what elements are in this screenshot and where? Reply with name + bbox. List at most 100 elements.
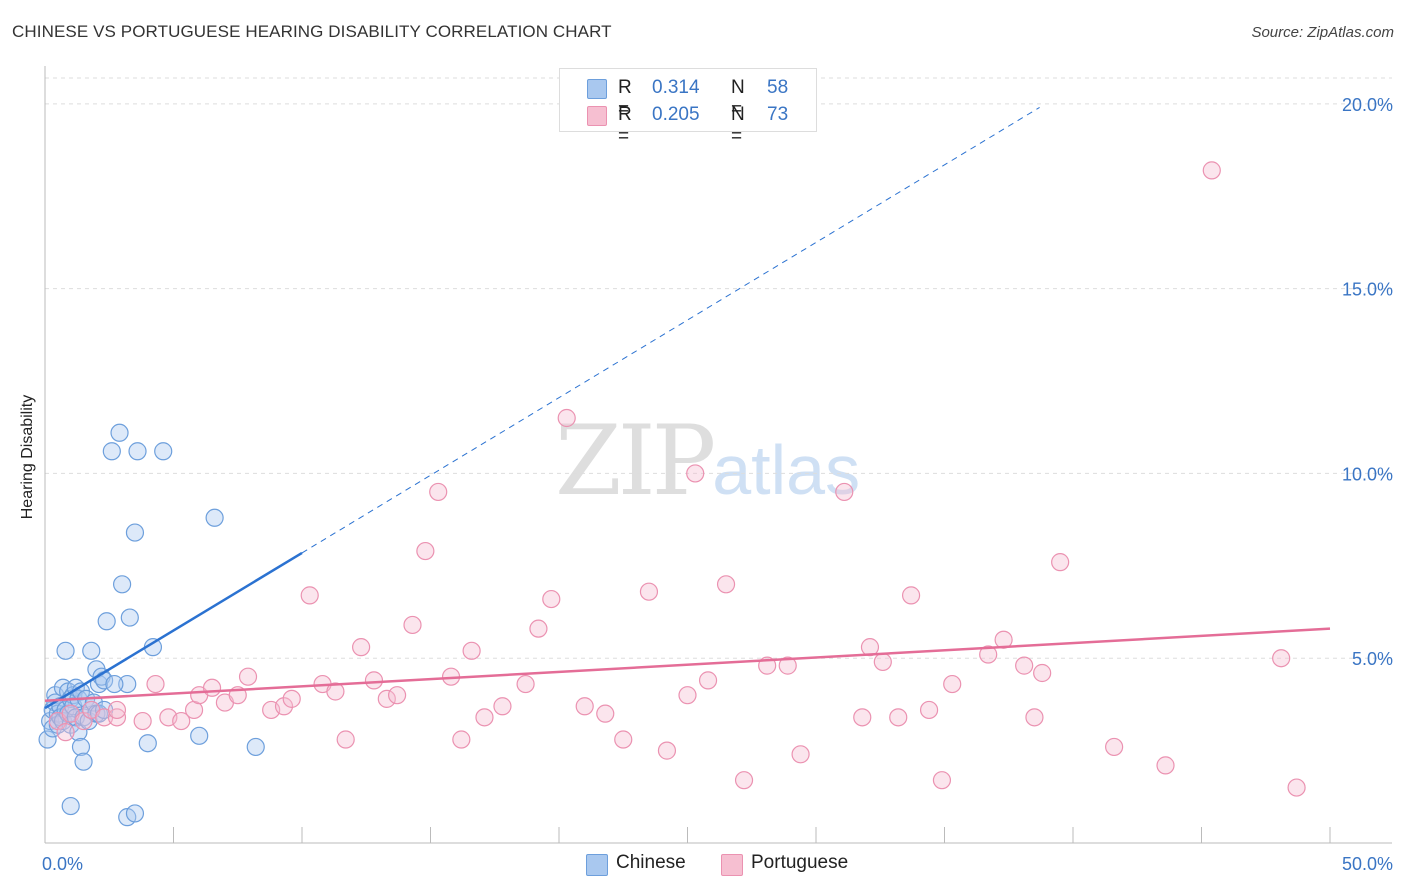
chinese-point <box>128 442 147 461</box>
chinese-point <box>125 804 145 823</box>
portuguese-point <box>678 686 697 705</box>
watermark-zip: ZIP <box>555 405 716 517</box>
portuguese-point <box>557 408 576 428</box>
y-tick-label: 20.0% <box>1342 95 1393 115</box>
portuguese-point <box>300 586 319 605</box>
portuguese-point <box>575 697 594 716</box>
portuguese-point <box>734 771 754 790</box>
portuguese-point <box>377 689 396 708</box>
chinese-point <box>74 752 93 771</box>
chinese-point <box>97 612 116 631</box>
portuguese-trend-line <box>44 627 1331 702</box>
portuguese-point <box>639 582 659 601</box>
portuguese-point <box>403 615 422 635</box>
chinese-point <box>246 737 265 757</box>
chinese-r-label: R = <box>618 77 632 120</box>
portuguese-point <box>172 711 191 731</box>
portuguese-point <box>698 671 718 690</box>
watermark-atlas: atlas <box>712 431 861 509</box>
portuguese-point <box>107 700 127 720</box>
chinese-point <box>56 641 75 660</box>
legend-chinese-swatch <box>586 854 608 876</box>
portuguese-point <box>238 667 258 686</box>
portuguese-swatch <box>587 106 607 126</box>
portuguese-point <box>146 674 165 694</box>
portuguese-point <box>475 708 494 727</box>
portuguese-point <box>932 771 952 790</box>
chinese-point <box>38 730 57 749</box>
portuguese-point <box>493 697 512 716</box>
x-tick-label: 0.0% <box>42 854 83 874</box>
portuguese-point <box>56 723 75 742</box>
chinese-point <box>61 796 80 816</box>
y-tick-label: 5.0% <box>1352 649 1393 669</box>
chinese-point <box>120 608 139 627</box>
portuguese-point <box>542 589 561 609</box>
portuguese-point <box>1156 756 1175 775</box>
chinese-point <box>154 442 173 461</box>
portuguese-point <box>364 671 384 690</box>
portuguese-point <box>202 678 222 697</box>
portuguese-point <box>686 464 705 483</box>
chinese-point <box>190 726 209 745</box>
chinese-n-value: 58 <box>767 77 789 98</box>
portuguese-point <box>326 682 345 701</box>
chinese-point <box>79 711 98 731</box>
portuguese-r-value: 0.205 <box>652 104 700 125</box>
watermark: ZIPatlas <box>555 405 860 517</box>
source-credit: Source: ZipAtlas.com <box>1251 24 1394 41</box>
chinese-r-value: 0.314 <box>652 77 700 98</box>
stats-box: R = 0.314 N = 58 R = 0.205 N = 73 <box>559 68 817 147</box>
portuguese-point <box>778 656 797 675</box>
portuguese-point <box>282 689 301 708</box>
portuguese-point <box>416 541 435 561</box>
portuguese-point <box>1051 553 1070 572</box>
chinese-point <box>112 575 132 594</box>
chinese-point <box>71 737 91 757</box>
portuguese-n-label: N = <box>731 104 745 147</box>
portuguese-point <box>1033 663 1052 683</box>
portuguese-point <box>1202 161 1221 180</box>
portuguese-point <box>596 704 615 723</box>
chinese-point <box>125 523 145 542</box>
legend-portuguese-label: Portuguese <box>751 852 849 873</box>
portuguese-point <box>352 638 371 657</box>
chinese-point <box>110 423 129 442</box>
portuguese-point <box>835 482 854 502</box>
portuguese-point <box>462 641 481 660</box>
portuguese-point <box>516 674 535 694</box>
portuguese-point <box>1025 708 1044 727</box>
portuguese-point <box>1272 649 1291 668</box>
portuguese-point <box>452 730 471 749</box>
chinese-trend-extension <box>301 106 1040 554</box>
portuguese-point <box>429 482 448 502</box>
portuguese-point <box>274 697 294 716</box>
chinese-point <box>118 674 137 694</box>
portuguese-r-label: R = <box>618 104 632 147</box>
chinese-point <box>105 674 124 694</box>
chinese-swatch <box>587 79 607 99</box>
chart-title: CHINESE VS PORTUGUESE HEARING DISABILITY… <box>12 22 612 41</box>
portuguese-point <box>919 700 939 720</box>
portuguese-point <box>336 730 355 749</box>
portuguese-n-value: 73 <box>767 104 789 125</box>
portuguese-point <box>943 674 962 694</box>
chinese-point <box>205 508 224 527</box>
chinese-n-label: N = <box>731 77 745 120</box>
x-tick-label: 50.0% <box>1342 854 1393 874</box>
legend-chinese-label: Chinese <box>616 852 686 873</box>
portuguese-point <box>901 586 921 605</box>
portuguese-point <box>889 708 908 727</box>
portuguese-point <box>716 575 736 594</box>
portuguese-point <box>614 730 633 749</box>
portuguese-point <box>657 741 677 760</box>
chinese-point <box>138 734 157 753</box>
portuguese-point <box>979 645 998 664</box>
chinese-point <box>82 641 101 660</box>
legend-portuguese-swatch <box>721 854 743 876</box>
portuguese-point <box>853 708 872 727</box>
portuguese-point <box>387 686 407 705</box>
portuguese-point <box>529 619 548 638</box>
portuguese-point <box>994 630 1013 649</box>
